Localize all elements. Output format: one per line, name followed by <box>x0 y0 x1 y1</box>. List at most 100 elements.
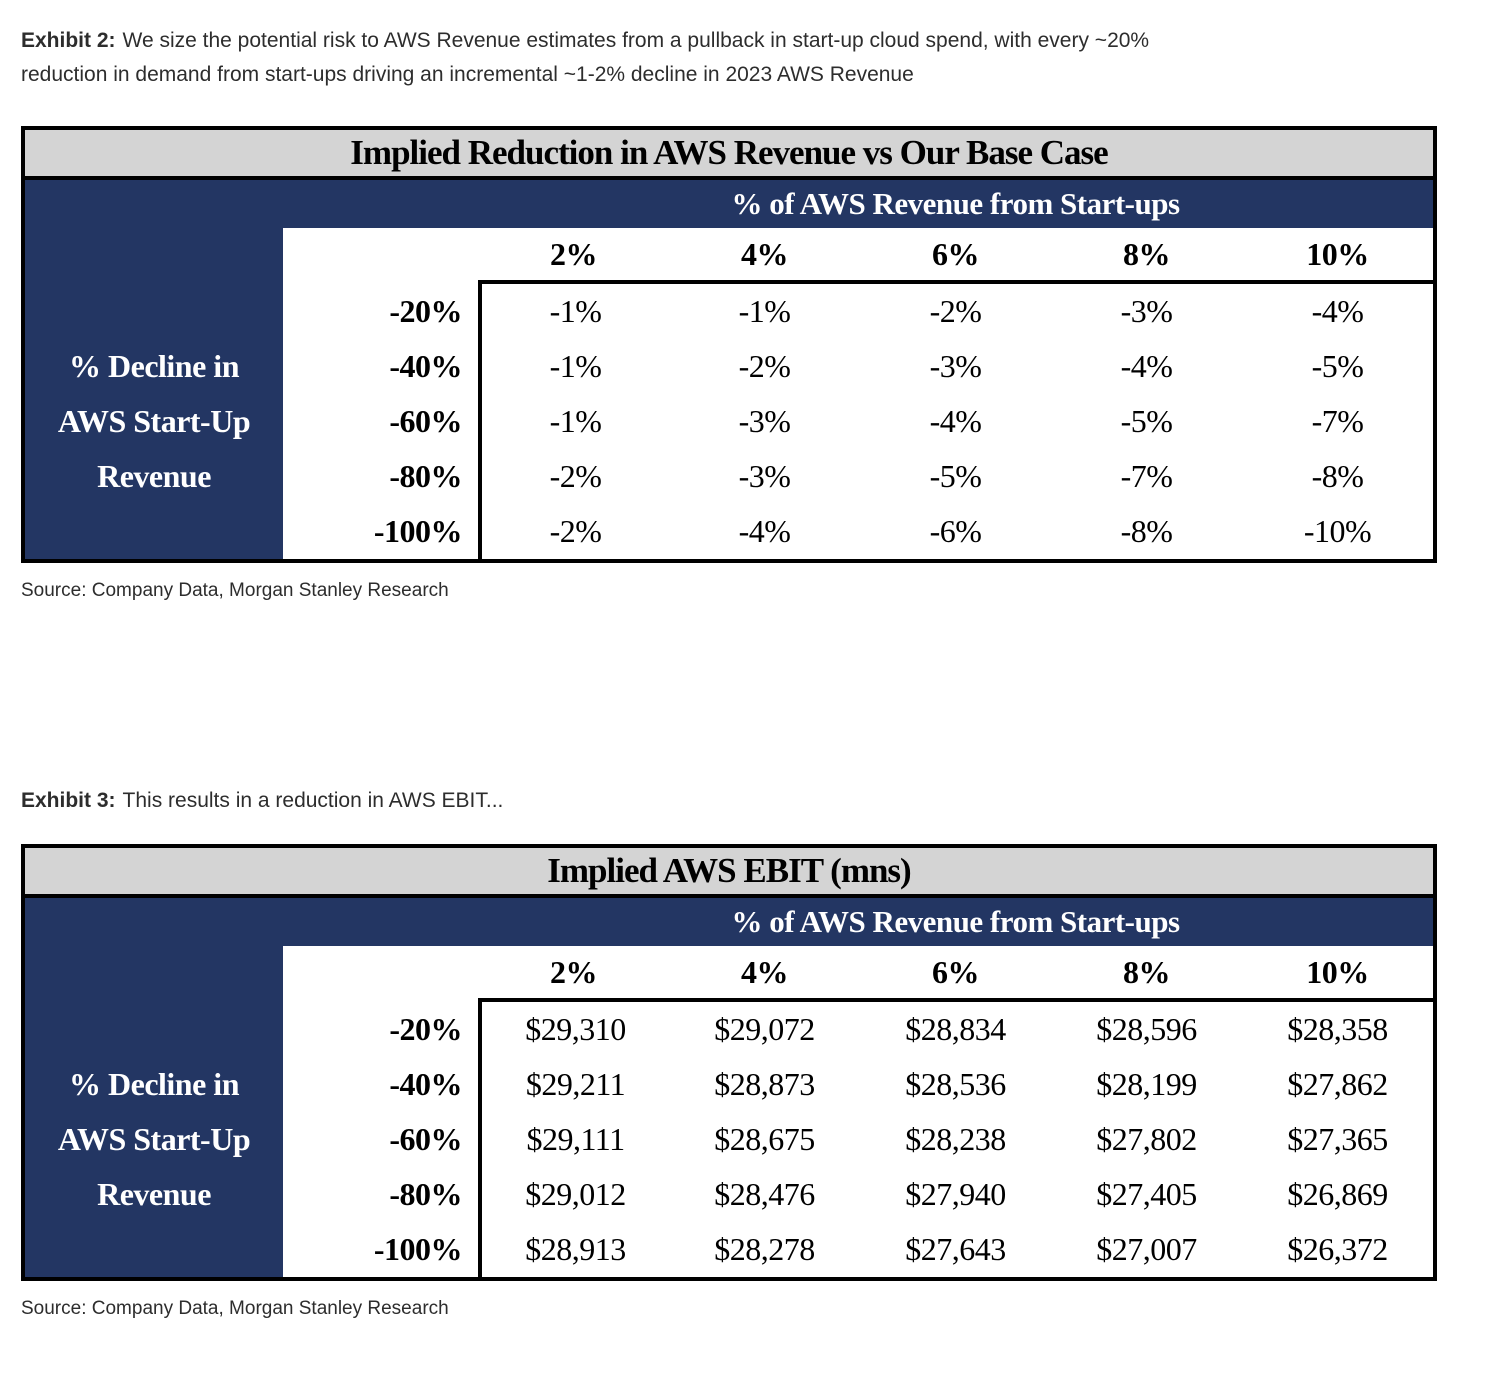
table-aws-ebit: Implied AWS EBIT (mns) % of AWS Revenue … <box>21 844 1437 1281</box>
row-group-label-line: Revenue <box>97 458 211 494</box>
row-label: -60% <box>283 394 478 449</box>
value-cell: -4% <box>1051 339 1242 394</box>
row-group-label-line: % Decline in <box>69 1066 239 1102</box>
row-group-label-line: % Decline in <box>69 348 239 384</box>
row-group-label-line: Revenue <box>97 1176 211 1212</box>
page: Exhibit 2: We size the potential risk to … <box>0 24 1494 1321</box>
column-group-label: % of AWS Revenue from Start-ups <box>731 186 1180 221</box>
value-cell: -5% <box>1051 394 1242 449</box>
col-header: 2% <box>478 946 669 1002</box>
value-cell: -8% <box>1242 449 1433 504</box>
value-cell: -6% <box>860 504 1051 559</box>
value-cell: -7% <box>1051 449 1242 504</box>
value-cell: -10% <box>1242 504 1433 559</box>
row-label: -100% <box>283 504 478 559</box>
value-cell: $29,111 <box>478 1112 669 1167</box>
table-title: Implied Reduction in AWS Revenue vs Our … <box>25 130 1433 180</box>
value-cell: $27,862 <box>1242 1057 1433 1112</box>
value-cell: $29,211 <box>478 1057 669 1112</box>
exhibit2-text-line2: reduction in demand from start-ups drivi… <box>21 63 914 86</box>
header-spacer-cell <box>283 228 478 284</box>
value-cell: $28,358 <box>1242 1002 1433 1057</box>
value-cell: -1% <box>478 394 669 449</box>
corner-cell <box>25 228 283 284</box>
value-cell: -2% <box>478 449 669 504</box>
value-cell: $27,643 <box>860 1222 1051 1277</box>
exhibit3-label: Exhibit 3: <box>21 789 116 812</box>
col-header: 6% <box>860 946 1051 1002</box>
table-grid: 2% 4% 6% 8% 10% % Decline in AWS Start-Up Reven… <box>25 228 1433 559</box>
exhibit2-text-line1: We size the potential risk to AWS Revenu… <box>122 29 1150 52</box>
source-note: Source: Company Data, Morgan Stanley Res… <box>21 1298 449 1319</box>
value-cell: -5% <box>860 449 1051 504</box>
value-cell: -3% <box>669 394 860 449</box>
value-cell: $28,596 <box>1051 1002 1242 1057</box>
exhibit3-caption: Exhibit 3: This results in a reduction in… <box>21 784 1473 818</box>
value-cell: $29,012 <box>478 1167 669 1222</box>
value-cell: $29,310 <box>478 1002 669 1057</box>
band-spacer <box>25 180 478 228</box>
value-cell: -8% <box>1051 504 1242 559</box>
value-cell: -4% <box>1242 284 1433 339</box>
value-cell: $26,372 <box>1242 1222 1433 1277</box>
row-label: -20% <box>283 1002 478 1057</box>
value-cell: $27,007 <box>1051 1222 1242 1277</box>
table-title: Implied AWS EBIT (mns) <box>25 848 1433 898</box>
row-group-label-line: AWS Start-Up <box>57 403 251 439</box>
source-note: Source: Company Data, Morgan Stanley Res… <box>21 580 449 601</box>
value-cell: -1% <box>478 284 669 339</box>
value-cell: -1% <box>478 339 669 394</box>
value-cell: $29,072 <box>669 1002 860 1057</box>
row-group-label: % Decline in AWS Start-Up Revenue <box>25 1002 283 1277</box>
col-header: 4% <box>669 946 860 1002</box>
row-label: -80% <box>283 449 478 504</box>
exhibit2-label: Exhibit 2: <box>21 29 116 52</box>
value-cell: -5% <box>1242 339 1433 394</box>
value-cell: $26,869 <box>1242 1167 1433 1222</box>
exhibit3-text: This results in a reduction in AWS EBIT.… <box>122 789 504 812</box>
value-cell: -2% <box>860 284 1051 339</box>
value-cell: -3% <box>1051 284 1242 339</box>
value-cell: $28,476 <box>669 1167 860 1222</box>
corner-cell <box>25 946 283 1002</box>
value-cell: $27,802 <box>1051 1112 1242 1167</box>
value-cell: -7% <box>1242 394 1433 449</box>
col-header: 10% <box>1242 228 1433 284</box>
column-group-label: % of AWS Revenue from Start-ups <box>731 904 1180 939</box>
row-label: -40% <box>283 339 478 394</box>
col-header: 2% <box>478 228 669 284</box>
value-cell: $28,278 <box>669 1222 860 1277</box>
row-label: -100% <box>283 1222 478 1277</box>
value-cell: $28,536 <box>860 1057 1051 1112</box>
row-group-label: % Decline in AWS Start-Up Revenue <box>25 284 283 559</box>
value-cell: $27,365 <box>1242 1112 1433 1167</box>
value-cell: $28,834 <box>860 1002 1051 1057</box>
row-label: -40% <box>283 1057 478 1112</box>
value-cell: -1% <box>669 284 860 339</box>
col-header: 8% <box>1051 228 1242 284</box>
exhibit2-caption: Exhibit 2: We size the potential risk to … <box>21 24 1473 92</box>
value-cell: -2% <box>669 339 860 394</box>
col-header: 4% <box>669 228 860 284</box>
column-group-band: % of AWS Revenue from Start-ups <box>25 180 1433 228</box>
col-header: 6% <box>860 228 1051 284</box>
band-spacer <box>25 898 478 946</box>
value-cell: -4% <box>860 394 1051 449</box>
column-group-band: % of AWS Revenue from Start-ups <box>25 898 1433 946</box>
value-cell: -4% <box>669 504 860 559</box>
value-cell: $28,199 <box>1051 1057 1242 1112</box>
value-cell: $28,913 <box>478 1222 669 1277</box>
value-cell: $28,873 <box>669 1057 860 1112</box>
row-group-label-line: AWS Start-Up <box>57 1121 251 1157</box>
row-label: -80% <box>283 1167 478 1222</box>
row-label: -60% <box>283 1112 478 1167</box>
value-cell: $27,405 <box>1051 1167 1242 1222</box>
value-cell: -3% <box>669 449 860 504</box>
table-aws-revenue-reduction: Implied Reduction in AWS Revenue vs Our … <box>21 126 1437 563</box>
row-label: -20% <box>283 284 478 339</box>
header-spacer-cell <box>283 946 478 1002</box>
table-grid: 2% 4% 6% 8% 10% % Decline in AWS Start-Up Reven… <box>25 946 1433 1277</box>
col-header: 10% <box>1242 946 1433 1002</box>
value-cell: -3% <box>860 339 1051 394</box>
value-cell: -2% <box>478 504 669 559</box>
